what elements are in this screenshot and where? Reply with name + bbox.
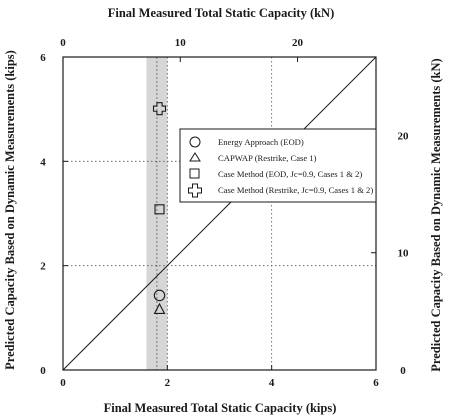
y-tick-label: 6 (40, 52, 46, 64)
legend: Energy Approach (EOD) CAPWAP (Restrike, … (179, 128, 377, 203)
legend-label: Case Method (Restrike, Jc=0.9, Cases 1 &… (218, 185, 373, 195)
legend-cross-marker (188, 183, 202, 198)
legend-triangle-marker (189, 152, 201, 162)
legend-square-marker (189, 168, 200, 179)
data-point-capwap (153, 302, 166, 315)
x-tick-label: 6 (373, 377, 379, 389)
legend-item-case-eod: Case Method (EOD, Jc=0.9, Cases 1 & 2) (189, 168, 362, 179)
y2-tick-label: 20 (398, 130, 410, 142)
x-tick-label: 4 (269, 377, 275, 389)
y2-tick-label: 10 (398, 248, 410, 260)
legend-label: CAPWAP (Restrike, Case 1) (218, 153, 317, 163)
plot-frame (62, 56, 377, 371)
legend-label: Case Method (EOD, Jc=0.9, Cases 1 & 2) (218, 169, 362, 179)
x-axis-title-top: Final Measured Total Static Capacity (kN… (108, 6, 335, 20)
plot-area: 0 2 4 6 0 2 4 6 0 10 20 0 10 20 (40, 37, 409, 389)
equality-line (62, 56, 377, 371)
y2-tick-label: 0 (400, 365, 406, 377)
x-tick-label: 0 (60, 377, 66, 389)
x2-tick-label: 20 (292, 37, 304, 49)
legend-item-case-restrike: Case Method (Restrike, Jc=0.9, Cases 1 &… (188, 183, 373, 198)
data-point-case-restrike (152, 102, 167, 116)
y-tick-label: 0 (40, 365, 46, 377)
y-tick-label: 2 (40, 261, 46, 273)
legend-label: Energy Approach (EOD) (218, 137, 304, 147)
x2-tick-label: 0 (60, 37, 66, 49)
y-tick-label: 4 (40, 156, 46, 168)
legend-item-capwap: CAPWAP (Restrike, Case 1) (189, 152, 317, 163)
legend-item-energy: Energy Approach (EOD) (189, 136, 304, 148)
data-point-case-eod (154, 204, 165, 215)
data-points (152, 102, 167, 315)
legend-circle-marker (189, 136, 201, 148)
data-point-energy-approach (153, 289, 166, 302)
x-axis-title-bottom: Final Measured Total Static Capacity (ki… (104, 401, 337, 415)
legend-box (179, 128, 377, 203)
x2-tick-label: 10 (175, 37, 187, 49)
y-axis-title-right: Predicted Capacity Based on Dynamic Meas… (429, 58, 443, 371)
x-tick-label: 2 (165, 377, 171, 389)
tick-labels: 0 2 4 6 0 2 4 6 0 10 20 0 10 20 (40, 37, 409, 389)
y-axis-title-left: Predicted Capacity Based on Dynamic Meas… (3, 50, 17, 370)
